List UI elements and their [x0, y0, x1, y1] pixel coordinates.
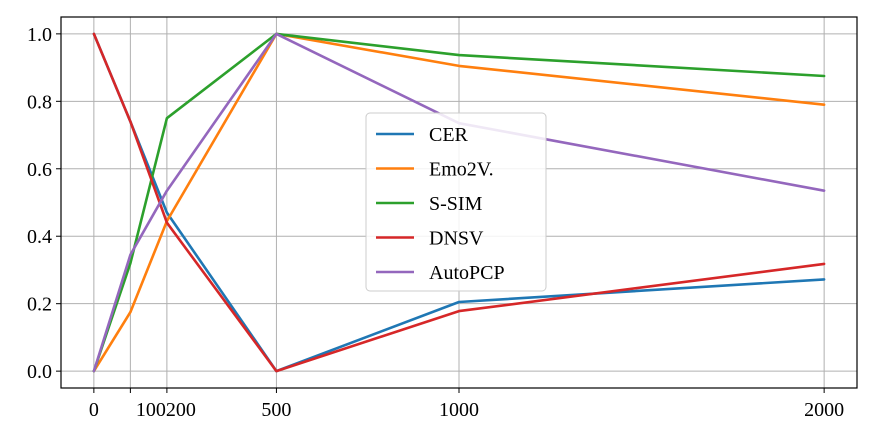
y-tick-label: 0.0 [27, 361, 52, 383]
legend-box [365, 112, 547, 292]
legend-label: AutoPCP [429, 262, 505, 284]
axis-ticks: 0 100 200 500 1000 2000 0.0 0.2 0.4 0.6 0.8 1.0 [27, 24, 844, 421]
legend-label: CER [429, 124, 469, 146]
legend-label: S-SIM [429, 193, 483, 215]
x-tick-label: 100 [136, 399, 166, 421]
y-tick-label: 0.4 [27, 226, 52, 248]
y-tick-label: 1.0 [27, 24, 52, 46]
x-tick-label: 200 [166, 399, 196, 421]
x-tick-label: 500 [261, 399, 291, 421]
y-tick-label: 0.6 [27, 159, 52, 181]
legend-label: DNSV [429, 228, 484, 250]
series-lines [92, 32, 826, 373]
legend-label: Emo2V. [429, 159, 494, 181]
series-line-s-sim [92, 32, 826, 373]
x-tick-label: 1000 [439, 399, 479, 421]
legend: CER Emo2V. S-SIM DNSV AutoPCP [365, 112, 547, 292]
series-line-emo2v [92, 32, 826, 373]
y-tick-label: 0.2 [27, 294, 52, 316]
x-tick-label: 0 [89, 399, 99, 421]
series-line-dnsv [92, 32, 826, 373]
x-tick-label: 2000 [804, 399, 844, 421]
y-tick-label: 0.8 [27, 91, 52, 113]
